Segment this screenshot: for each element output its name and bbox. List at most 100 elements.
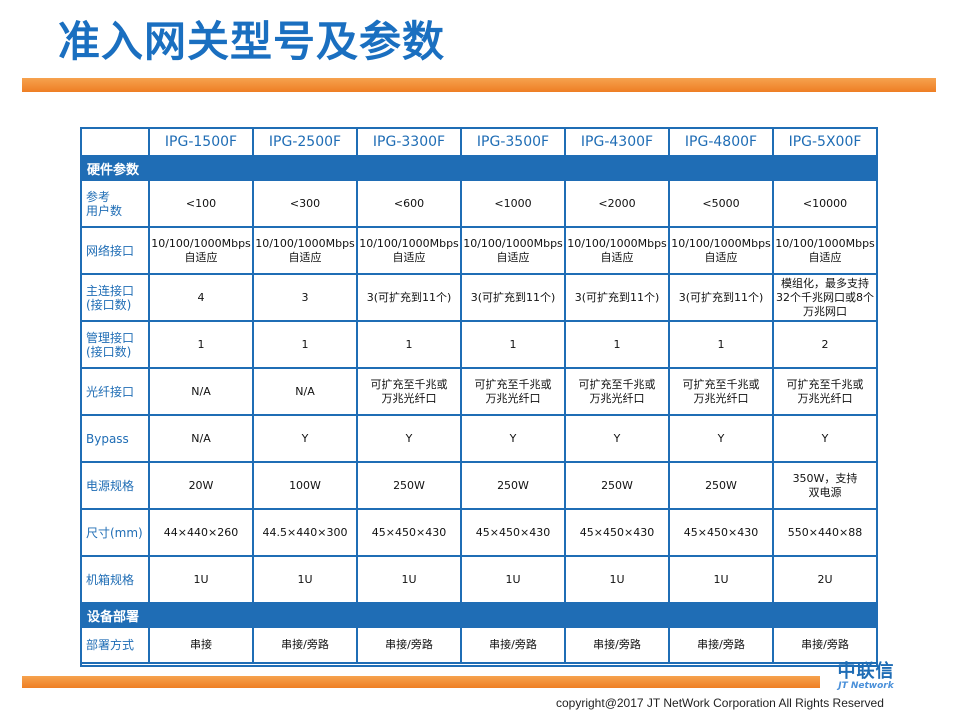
- spec-cell: 串接/旁路: [356, 626, 462, 664]
- spec-cell: <5000: [668, 179, 774, 228]
- section-hardware-label: 硬件参数: [82, 155, 876, 181]
- spec-cell: Y: [564, 414, 670, 463]
- spec-cell: 550×440×88: [772, 508, 876, 557]
- spec-cell: 45×450×430: [564, 508, 670, 557]
- model-header-5: IPG-4300F: [564, 129, 670, 157]
- spec-cell: 3: [252, 273, 358, 322]
- spec-cell: 3(可扩充到11个): [668, 273, 774, 322]
- spec-cell: 10/100/1000Mbps 自适应: [772, 226, 876, 275]
- spec-row-label: Bypass: [82, 414, 150, 463]
- spec-cell: 串接/旁路: [460, 626, 566, 664]
- spec-cell: 45×450×430: [356, 508, 462, 557]
- spec-cell: 1U: [356, 555, 462, 604]
- spec-cell: 可扩充至千兆或 万兆光纤口: [668, 367, 774, 416]
- spec-row: 电源规格 20W 100W 250W 250W 250W 250W 350W，支持 双电源: [82, 461, 876, 510]
- spec-cell: 100W: [252, 461, 358, 510]
- spec-cell: 1: [252, 320, 358, 369]
- spec-cell: 1: [668, 320, 774, 369]
- spec-cell: 10/100/1000Mbps 自适应: [148, 226, 254, 275]
- spec-cell: 1U: [148, 555, 254, 604]
- spec-cell: 250W: [460, 461, 566, 510]
- spec-row-label: 参考 用户数: [82, 179, 150, 228]
- spec-row-label: 光纤接口: [82, 367, 150, 416]
- spec-cell: 4: [148, 273, 254, 322]
- spec-cell: 10/100/1000Mbps 自适应: [668, 226, 774, 275]
- spec-cell: 10/100/1000Mbps 自适应: [252, 226, 358, 275]
- spec-cell: 3(可扩充到11个): [460, 273, 566, 322]
- spec-row: 机箱规格 1U 1U 1U 1U 1U 1U 2U: [82, 555, 876, 604]
- spec-cell: 45×450×430: [668, 508, 774, 557]
- model-header-7: IPG-5X00F: [772, 129, 876, 157]
- spec-cell: 350W，支持 双电源: [772, 461, 876, 510]
- section-deployment-label: 设备部署: [82, 602, 876, 628]
- spec-cell: 1U: [668, 555, 774, 604]
- header-corner-cell: [82, 129, 150, 157]
- spec-cell: 250W: [564, 461, 670, 510]
- spec-cell: 1U: [564, 555, 670, 604]
- spec-row: 主连接口 (接口数) 4 3 3(可扩充到11个) 3(可扩充到11个) 3(可扩充到11个…: [82, 273, 876, 322]
- spec-row: 尺寸(mm) 44×440×260 44.5×440×300 45×450×430 45…: [82, 508, 876, 557]
- spec-cell: 2U: [772, 555, 876, 604]
- spec-cell: 44.5×440×300: [252, 508, 358, 557]
- spec-cell: 1: [460, 320, 566, 369]
- spec-cell: 1: [356, 320, 462, 369]
- spec-row: Bypass N/A Y Y Y Y Y Y: [82, 414, 876, 463]
- section-deployment: 设备部署: [82, 602, 876, 628]
- spec-row-label: 网络接口: [82, 226, 150, 275]
- spec-cell: 可扩充至千兆或 万兆光纤口: [772, 367, 876, 416]
- spec-row-label: 尺寸(mm): [82, 508, 150, 557]
- spec-cell: Y: [772, 414, 876, 463]
- copyright-text: copyright@2017 JT NetWork Corporation Al…: [556, 696, 884, 710]
- model-header-row: IPG-1500F IPG-2500F IPG-3300F IPG-3500F IPG-…: [82, 129, 876, 157]
- spec-cell: 可扩充至千兆或 万兆光纤口: [564, 367, 670, 416]
- spec-row-label: 主连接口 (接口数): [82, 273, 150, 322]
- header-divider-bar: [22, 78, 936, 92]
- spec-cell: 250W: [356, 461, 462, 510]
- spec-cell: 10/100/1000Mbps 自适应: [564, 226, 670, 275]
- spec-table-frame: IPG-1500F IPG-2500F IPG-3300F IPG-3500F IPG-…: [80, 127, 878, 667]
- spec-cell: 串接/旁路: [252, 626, 358, 664]
- spec-cell: 1U: [252, 555, 358, 604]
- spec-cell: <10000: [772, 179, 876, 228]
- spec-cell: <100: [148, 179, 254, 228]
- spec-table: IPG-1500F IPG-2500F IPG-3300F IPG-3500F IPG-…: [82, 129, 876, 664]
- spec-cell: 250W: [668, 461, 774, 510]
- model-header-3: IPG-3300F: [356, 129, 462, 157]
- spec-cell: 1U: [460, 555, 566, 604]
- spec-row-label: 管理接口 (接口数): [82, 320, 150, 369]
- spec-cell: Y: [460, 414, 566, 463]
- model-header-6: IPG-4800F: [668, 129, 774, 157]
- spec-cell: 44×440×260: [148, 508, 254, 557]
- spec-cell: 串接/旁路: [668, 626, 774, 664]
- spec-cell: 10/100/1000Mbps 自适应: [460, 226, 566, 275]
- spec-cell: 2: [772, 320, 876, 369]
- spec-row: 管理接口 (接口数) 1 1 1 1 1 1 2: [82, 320, 876, 369]
- logo-chinese-text: 中联信: [837, 661, 895, 682]
- company-logo: 中联信 JT Network: [826, 662, 906, 692]
- spec-row: 网络接口 10/100/1000Mbps 自适应 10/100/1000Mbps 自适应…: [82, 226, 876, 275]
- spec-cell: Y: [356, 414, 462, 463]
- spec-cell: 模组化，最多支持 32个千兆网口或8个 万兆网口: [772, 273, 876, 322]
- spec-row: 部署方式 串接 串接/旁路 串接/旁路 串接/旁路 串接/旁路 串接/旁路 串接/旁路: [82, 626, 876, 664]
- spec-cell: 45×450×430: [460, 508, 566, 557]
- spec-cell: 3(可扩充到11个): [564, 273, 670, 322]
- spec-cell: 串接/旁路: [564, 626, 670, 664]
- spec-cell: 可扩充至千兆或 万兆光纤口: [460, 367, 566, 416]
- spec-row-label: 电源规格: [82, 461, 150, 510]
- model-header-1: IPG-1500F: [148, 129, 254, 157]
- spec-cell: 10/100/1000Mbps 自适应: [356, 226, 462, 275]
- spec-cell: 20W: [148, 461, 254, 510]
- spec-cell: Y: [252, 414, 358, 463]
- spec-cell: 可扩充至千兆或 万兆光纤口: [356, 367, 462, 416]
- spec-row-label: 部署方式: [82, 626, 150, 664]
- spec-cell: 串接: [148, 626, 254, 664]
- spec-cell: <300: [252, 179, 358, 228]
- spec-row: 参考 用户数 <100 <300 <600 <1000 <2000 <5000 <10000: [82, 179, 876, 228]
- spec-cell: Y: [668, 414, 774, 463]
- model-header-2: IPG-2500F: [252, 129, 358, 157]
- spec-cell: <600: [356, 179, 462, 228]
- spec-cell: N/A: [148, 367, 254, 416]
- spec-cell: 1: [564, 320, 670, 369]
- spec-cell: 3(可扩充到11个): [356, 273, 462, 322]
- spec-cell: <2000: [564, 179, 670, 228]
